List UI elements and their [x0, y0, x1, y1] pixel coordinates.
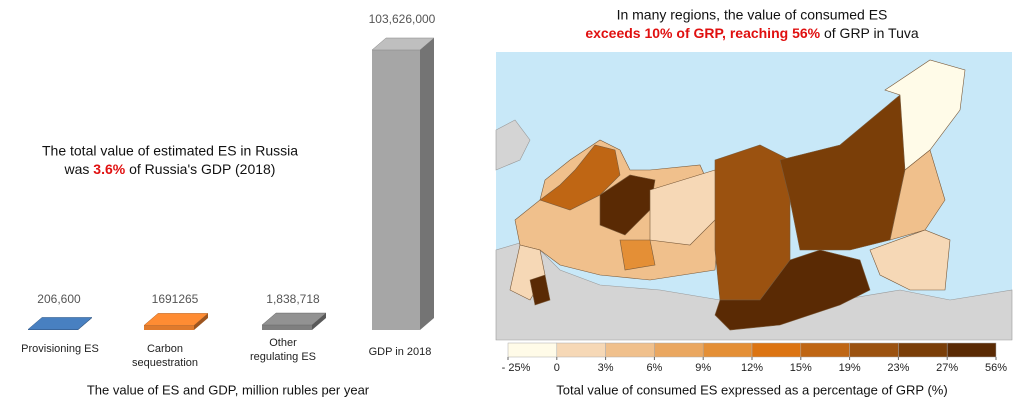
map [495, 52, 1013, 341]
value-label: 103,626,000 [369, 12, 436, 26]
title-part: , [722, 25, 730, 41]
title-part: of GRP in Tuva [820, 25, 919, 41]
bar-side [420, 38, 434, 330]
bar-side [312, 313, 326, 330]
value-label: 1691265 [152, 292, 199, 306]
legend-tick-label: 15% [790, 362, 812, 374]
legend-swatch [898, 342, 948, 358]
bar-top [27, 317, 93, 330]
legend-swatch [556, 342, 606, 358]
bar [262, 325, 312, 330]
region [714, 249, 871, 331]
x-tick-label: GDP in 2018 [368, 346, 432, 358]
legend-swatch [507, 342, 558, 358]
legend-tick-label: 0 [554, 362, 560, 374]
annotation-line: was 3.6% of Russia's GDP (2018) [64, 161, 276, 177]
region [869, 229, 951, 291]
legend-label: Total value of consumed ES expressed as … [556, 382, 947, 397]
region [619, 239, 656, 271]
annotation-part: of Russia's GDP (2018) [125, 161, 275, 177]
x-axis-label: The value of ES and GDP, million rubles … [87, 382, 370, 397]
bar-top [143, 313, 209, 326]
legend-tick-label: - 25% [502, 362, 531, 374]
x-tick-label: Other regulating ES [249, 337, 317, 363]
legend-tick-label: 6% [646, 362, 662, 374]
map-title: In many regions, the value of consumed E… [617, 7, 888, 23]
region [529, 274, 551, 306]
annotation-part: was [64, 161, 94, 177]
value-label: 1,838,718 [266, 292, 320, 306]
legend-tick-label: 12% [741, 362, 763, 374]
legend-tick-label: 23% [887, 362, 909, 374]
legend-swatch [751, 342, 802, 358]
legend-tick-label: 27% [936, 362, 958, 374]
legend-tick-label: 9% [695, 362, 711, 374]
legend-tick-label: 3% [598, 362, 614, 374]
title-highlight: reaching 56% [730, 25, 821, 41]
legend-swatch [654, 342, 704, 358]
region [649, 169, 721, 246]
land [495, 119, 531, 171]
title-highlight: exceeds 10% of GRP [585, 25, 723, 41]
region [539, 144, 621, 211]
bar-side [78, 317, 92, 330]
value-label: 206,600 [37, 292, 81, 306]
region [884, 59, 966, 171]
bar-side [194, 313, 208, 330]
legend-swatch [946, 342, 997, 358]
region [889, 149, 946, 241]
bar [144, 325, 194, 330]
legend-tick-label: 19% [839, 362, 861, 374]
map-title: exceeds 10% of GRP, reaching 56% of GRP … [585, 25, 919, 41]
bar [28, 329, 78, 330]
x-tick-label: Provisioning ES [21, 343, 99, 355]
legend-swatch [605, 342, 655, 358]
x-tick-label: Carbon sequestration [131, 343, 199, 369]
bar [372, 50, 420, 330]
annotation-line: The total value of estimated ES in Russi… [42, 143, 298, 159]
legend-swatch [702, 342, 753, 358]
legend-swatch [800, 342, 850, 358]
annotation-highlight: 3.6% [93, 161, 125, 177]
legend-tick-label: 56% [985, 362, 1007, 374]
legend-swatch [849, 342, 899, 358]
